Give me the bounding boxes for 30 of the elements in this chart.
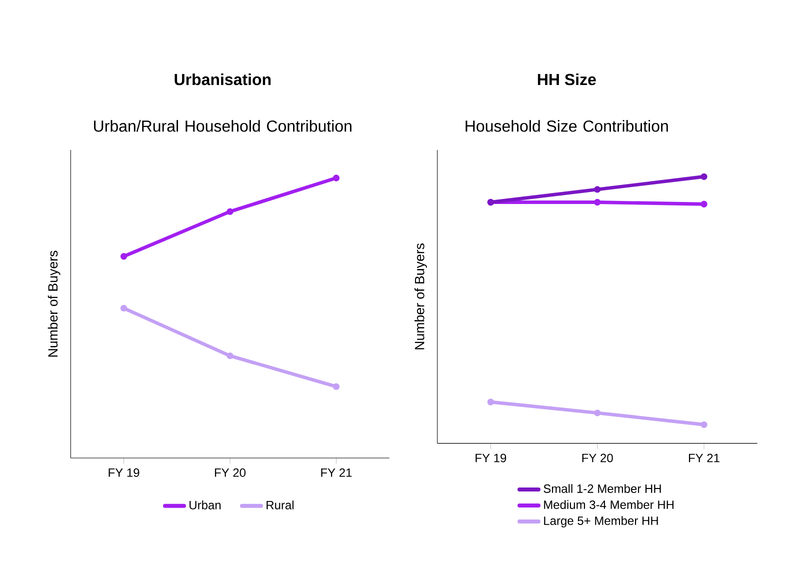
point xyxy=(700,200,708,208)
x-tick-label: FY 21 xyxy=(321,468,352,477)
legend-label: Large 5+ Member HH xyxy=(544,516,658,528)
point xyxy=(120,253,128,260)
point xyxy=(487,398,494,406)
x-tick-label: FY 19 xyxy=(476,454,506,462)
legend-label: Medium 3-4 Member HH xyxy=(544,500,674,509)
point xyxy=(700,173,708,180)
legend-label: Rural xyxy=(266,500,294,510)
chart-title: HH Size xyxy=(538,73,596,86)
x-tick-label: FY 20 xyxy=(214,468,246,477)
x-tick-label: FY 19 xyxy=(108,468,140,477)
point xyxy=(226,352,234,360)
legend-label: Urban xyxy=(190,500,221,510)
point xyxy=(594,186,601,193)
point xyxy=(120,304,128,312)
point xyxy=(594,410,601,416)
y-axis-title: Number of Buyers xyxy=(414,243,427,350)
x-tick-label: FY 21 xyxy=(688,454,720,462)
chart-title: Urbanisation xyxy=(174,73,271,86)
chart-subtitle: Household Size Contribution xyxy=(466,120,668,132)
chart-subtitle: Urban/Rural Household Contribution xyxy=(94,120,352,132)
point xyxy=(332,383,340,390)
point xyxy=(332,174,340,182)
point xyxy=(594,198,601,206)
point xyxy=(226,208,234,215)
x-tick-label: FY 20 xyxy=(582,454,613,462)
legend-label: Small 1-2 Member HH xyxy=(544,484,661,493)
point xyxy=(700,421,708,428)
y-axis-title: Number of Buyers xyxy=(48,250,60,357)
